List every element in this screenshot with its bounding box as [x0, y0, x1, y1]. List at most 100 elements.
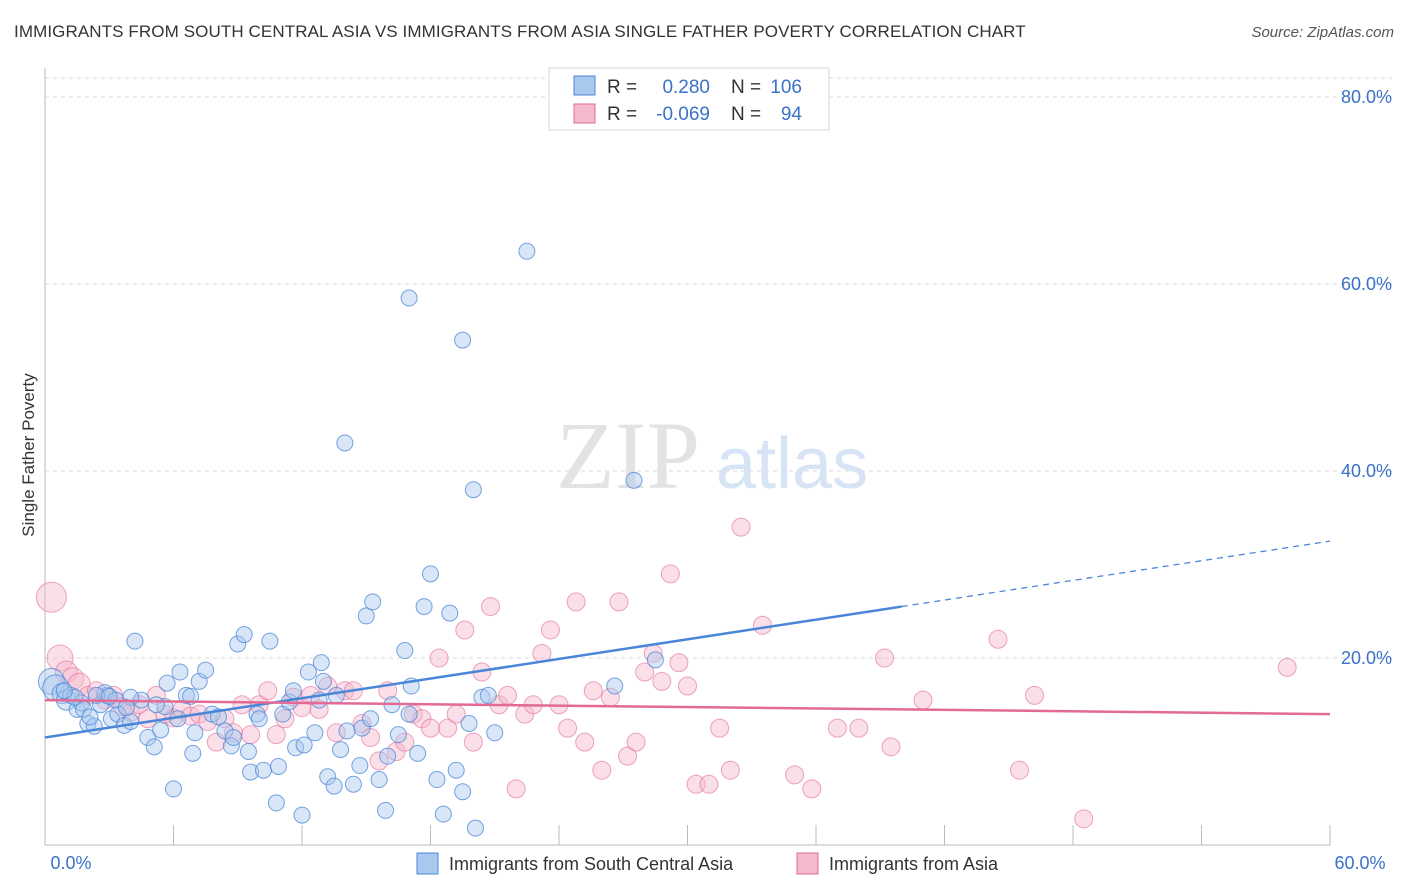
- south-central-asia-point: [466, 819, 484, 837]
- south-central-asia-point: [422, 565, 439, 583]
- legend-swatch-blue: [573, 75, 596, 96]
- south-central-asia-point: [364, 593, 382, 611]
- south-central-asia-point: [486, 724, 504, 742]
- south-central-asia-point: [336, 434, 354, 452]
- asia-point: [752, 615, 772, 635]
- south-central-asia-point: [327, 686, 345, 704]
- asia-point: [429, 648, 449, 668]
- south-central-asia-point: [479, 686, 497, 704]
- south-central-asia-point: [122, 713, 140, 731]
- south-central-asia-point: [400, 289, 418, 307]
- asia-point: [652, 671, 672, 691]
- south-central-asia-point: [344, 775, 362, 793]
- south-central-asia-point: [216, 722, 234, 740]
- south-central-asia-point: [338, 722, 356, 740]
- south-central-asia-point: [145, 738, 163, 756]
- y-tick-40: 40.0%: [1341, 461, 1392, 481]
- legend-n-value-2: 94: [781, 104, 803, 125]
- south-central-asia-point: [284, 682, 302, 700]
- south-central-asia-point: [314, 672, 332, 690]
- asia-point: [455, 620, 475, 640]
- legend-r-value-1: 0.280: [662, 77, 710, 98]
- source-label: Source: ZipAtlas.com: [1251, 24, 1394, 41]
- watermark-zip: ZIP: [556, 402, 700, 509]
- legend-r-label-1: R =: [607, 77, 637, 98]
- south-central-asia-point: [351, 757, 369, 775]
- legend-r-label-2: R =: [607, 104, 637, 125]
- legend-n-value-1: 106: [770, 77, 802, 98]
- asia-point: [1074, 809, 1094, 829]
- south-central-asia-point: [250, 710, 268, 728]
- south-central-asia-point: [182, 687, 200, 705]
- asia-point: [326, 723, 346, 743]
- asia-point: [988, 629, 1008, 649]
- south-central-asia-point: [239, 743, 257, 760]
- asia-point: [258, 681, 278, 701]
- south-central-asia-point: [147, 696, 165, 714]
- south-central-asia-point: [269, 757, 287, 775]
- south-central-asia-point: [267, 794, 285, 812]
- bottom-legend-label-2: Immigrants from Asia: [829, 854, 999, 874]
- south-central-asia-point: [312, 654, 330, 672]
- asia-point: [699, 774, 719, 794]
- asia-point: [875, 648, 895, 668]
- asia-point: [626, 732, 646, 752]
- asia-point: [827, 718, 847, 738]
- south-central-asia-point: [117, 699, 135, 717]
- grid-lines: [45, 77, 1392, 659]
- legend-r-value-2: -0.069: [656, 104, 710, 125]
- trend-line-south-central-asia: [44, 605, 902, 739]
- south-central-asia-point: [186, 724, 204, 742]
- asia-point: [635, 662, 655, 682]
- south-central-asia-point: [171, 663, 189, 681]
- asia-point: [309, 699, 329, 719]
- asia-point: [710, 718, 730, 738]
- asia-point: [566, 592, 586, 612]
- x-tick-min: 0.0%: [50, 853, 91, 873]
- asia-point: [583, 681, 603, 701]
- asia-point: [232, 695, 252, 715]
- south-central-asia-point: [454, 331, 472, 349]
- asia-point: [352, 713, 372, 733]
- south-central-asia-point: [357, 607, 375, 625]
- south-central-asia-point: [293, 806, 311, 824]
- asia-point: [361, 727, 381, 747]
- south-central-asia-point: [325, 777, 343, 795]
- south-central-asia-point: [55, 682, 73, 700]
- chart-title: IMMIGRANTS FROM SOUTH CENTRAL ASIA VS IM…: [14, 22, 1026, 41]
- x-tick-max: 60.0%: [1334, 853, 1385, 873]
- south-central-asia-point: [158, 674, 176, 692]
- south-central-asia-point: [319, 768, 337, 786]
- asia-point: [463, 732, 483, 752]
- south-central-asia-point: [362, 710, 380, 728]
- south-central-asia-point: [261, 632, 279, 650]
- asia-point: [540, 620, 560, 640]
- south-central-asia-point: [152, 721, 170, 739]
- asia-point: [498, 685, 518, 705]
- series-south-central-asia-points: [37, 242, 664, 837]
- south-central-asia-point: [428, 771, 446, 789]
- south-central-asia-point: [379, 747, 397, 765]
- asia-point: [849, 718, 869, 738]
- south-central-asia-point: [332, 741, 350, 759]
- south-central-asia-point: [295, 736, 313, 754]
- south-central-asia-point: [209, 708, 227, 726]
- asia-point: [369, 751, 389, 771]
- south-central-asia-point: [396, 642, 414, 660]
- south-central-asia-point: [441, 604, 459, 622]
- asia-point: [669, 653, 689, 673]
- asia-point: [1277, 657, 1297, 677]
- asia-point: [785, 765, 805, 785]
- bottom-legend: Immigrants from South Central Asia Immig…: [416, 852, 999, 875]
- top-legend-box: [548, 67, 830, 131]
- south-central-asia-point: [370, 771, 388, 789]
- trend-line-asia: [44, 698, 1331, 716]
- south-central-asia-point: [625, 471, 643, 489]
- south-central-asia-point: [299, 663, 317, 681]
- south-central-asia-point: [306, 724, 324, 742]
- asia-point: [241, 725, 261, 745]
- asia-point: [802, 779, 822, 799]
- watermark-atlas: atlas: [716, 424, 868, 504]
- asia-point: [1009, 760, 1029, 780]
